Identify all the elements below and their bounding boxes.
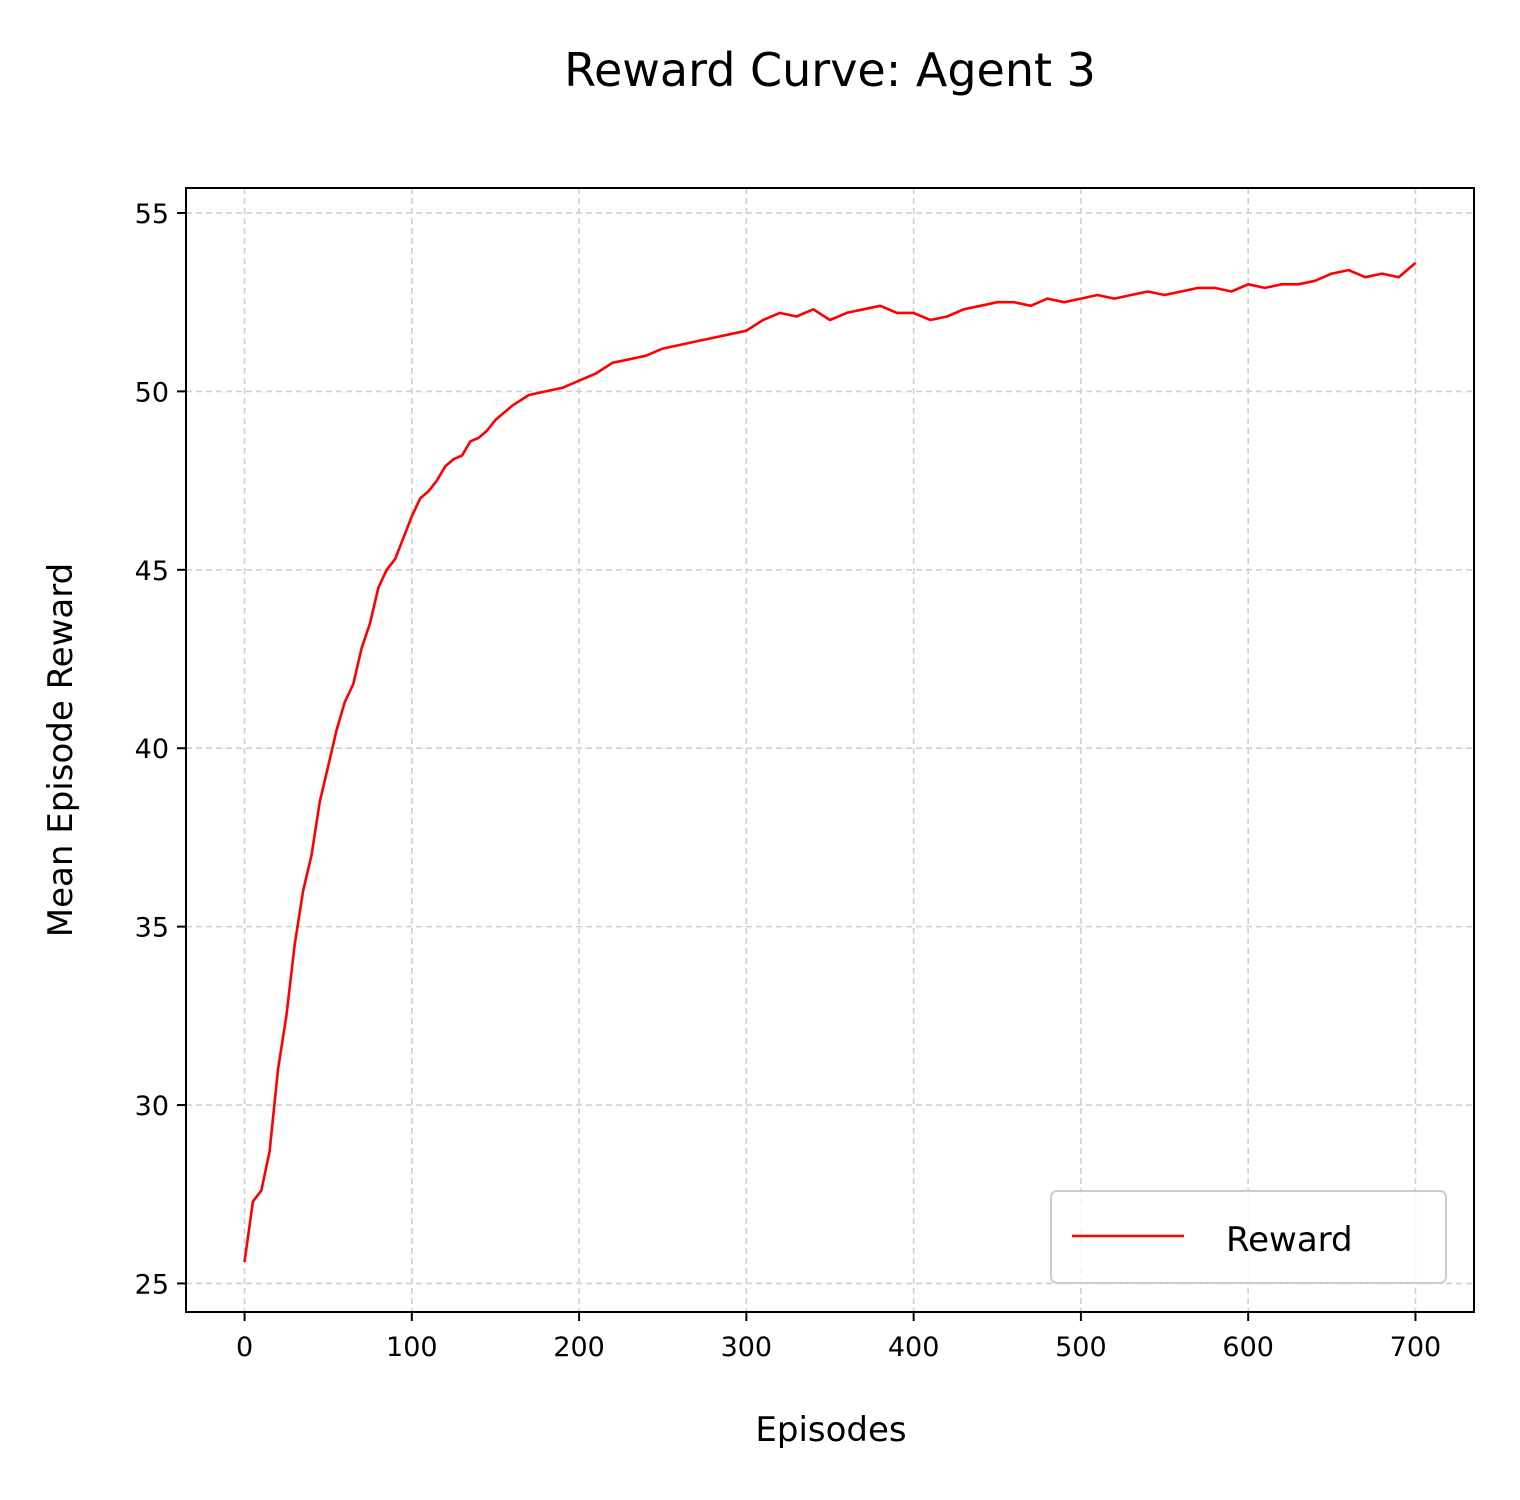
y-tick-label: 40 [135,734,169,765]
x-tick-label: 700 [1390,1332,1442,1363]
chart-title: Reward Curve: Agent 3 [564,43,1096,97]
axis-ticks: 0 100 200 300 400 500 600 700 25 30 35 40 45 50 55 [135,199,1442,1363]
y-tick-label: 25 [135,1269,169,1300]
x-tick-label: 100 [386,1332,438,1363]
legend-label-reward: Reward [1226,1220,1353,1260]
legend-box [1050,1190,1447,1284]
y-tick-label: 55 [135,199,169,230]
x-tick-label: 400 [888,1332,940,1363]
grid-lines [186,188,1474,1312]
series-line-reward [243,261,1417,1263]
series-layer [243,261,1417,1263]
x-axis-label: Episodes [755,1410,906,1450]
x-tick-label: 200 [553,1332,605,1363]
y-tick-label: 50 [135,377,169,408]
x-tick-label: 300 [721,1332,773,1363]
y-tick-label: 35 [135,913,169,944]
plot-area-frame [185,187,1475,1313]
x-tick-label: 0 [236,1332,253,1363]
y-tick-label: 45 [135,556,169,587]
legend: Reward [1050,1190,1447,1284]
y-tick-label: 30 [135,1091,169,1122]
y-axis-label: Mean Episode Reward [41,563,81,937]
x-tick-label: 500 [1055,1332,1107,1363]
x-tick-label: 600 [1222,1332,1274,1363]
